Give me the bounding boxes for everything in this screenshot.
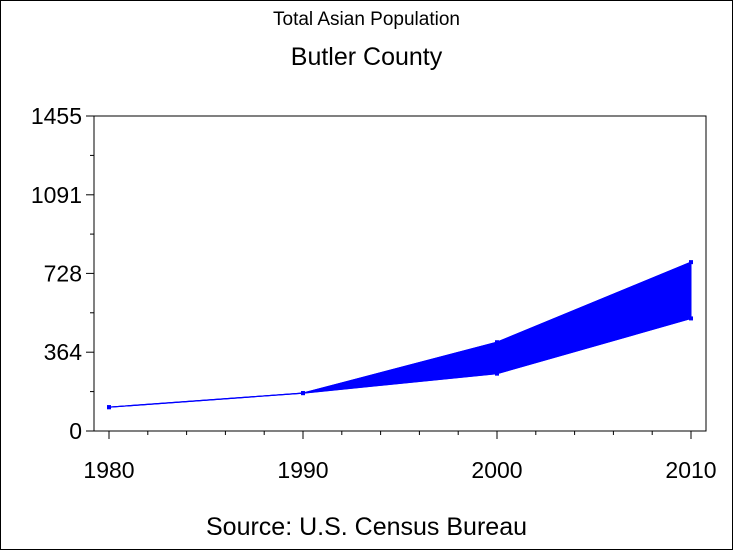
y-tick-label: 0 xyxy=(69,418,82,444)
y-tick-label: 364 xyxy=(44,339,83,365)
data-point xyxy=(107,405,111,410)
source-note: Source: U.S. Census Bureau xyxy=(206,513,527,541)
x-tick-label: 2000 xyxy=(471,457,522,483)
x-axis: 1980 1990 2000 2010 xyxy=(83,431,717,483)
series-band xyxy=(108,261,692,408)
data-point xyxy=(689,316,693,321)
data-point xyxy=(495,340,499,345)
data-point xyxy=(495,371,499,376)
series-points xyxy=(107,260,693,410)
data-point xyxy=(689,260,693,265)
chart-title: Total Asian Population xyxy=(273,9,460,30)
x-tick-label: 2010 xyxy=(665,457,716,483)
series-line-2 xyxy=(108,317,692,408)
y-tick-label: 728 xyxy=(44,260,82,286)
chart-subtitle: Butler County xyxy=(290,43,443,71)
minor-ticks xyxy=(90,154,653,435)
x-tick-label: 1980 xyxy=(83,457,134,483)
data-point xyxy=(301,391,305,396)
y-axis: 0 364 728 1091 1455 xyxy=(31,103,94,444)
series-area xyxy=(108,261,692,408)
y-tick-label: 1091 xyxy=(31,182,82,208)
y-tick-label: 1455 xyxy=(31,103,82,129)
series-lines xyxy=(108,261,692,408)
x-tick-label: 1990 xyxy=(277,457,328,483)
